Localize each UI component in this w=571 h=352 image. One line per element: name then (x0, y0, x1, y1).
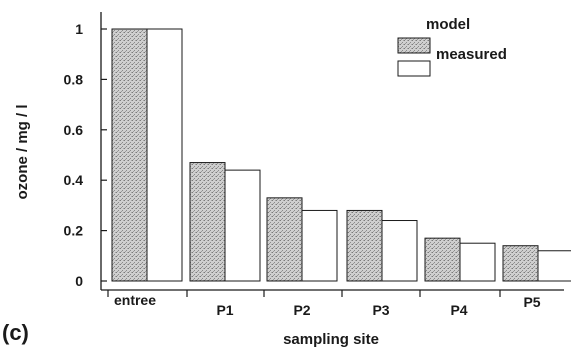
bar-measured-p1 (224, 169, 261, 282)
y-tick-label: 0.8 (64, 71, 84, 87)
bars (111, 28, 571, 282)
bar-measured-p4 (459, 242, 496, 282)
y-tick-label: 1 (75, 21, 83, 37)
bar-model-p1 (189, 162, 226, 282)
bar-measured-p5 (537, 250, 571, 282)
panel-label: (c) (2, 320, 29, 345)
bar-model-p3 (346, 209, 383, 282)
bar-model-p5 (502, 245, 539, 282)
y-ticks: 0 0.2 0.4 0.6 0.8 1 (64, 21, 107, 289)
legend: model measured (397, 16, 507, 77)
x-ticks: entree P1 P2 P3 P4 P5 (107, 290, 541, 318)
legend-swatch-measured (397, 60, 431, 77)
bar-measured-p2 (301, 209, 338, 282)
y-tick-label: 0 (75, 273, 83, 289)
y-tick-label: 0.4 (64, 172, 84, 188)
x-tick-label-p3: P3 (372, 302, 389, 318)
bar-measured-entree (146, 28, 183, 282)
bar-measured-p3 (381, 220, 418, 282)
legend-label-measured: measured (436, 46, 507, 63)
x-axis-title: sampling site (283, 331, 379, 348)
x-tick-label-p2: P2 (293, 302, 310, 318)
y-tick-label: 0.6 (64, 122, 84, 138)
legend-label-model: model (426, 16, 470, 33)
y-tick-label: 0.2 (64, 223, 84, 239)
bar-model-entree (111, 28, 148, 282)
y-axis-title: ozone / mg / l (14, 104, 31, 199)
bar-model-p4 (424, 237, 461, 282)
axes (100, 12, 564, 291)
legend-swatch-model (397, 37, 431, 54)
x-tick-label-entree: entree (114, 292, 156, 308)
x-tick-label-p1: P1 (216, 302, 233, 318)
x-tick-label-p4: P4 (450, 302, 467, 318)
x-tick-label-p5: P5 (523, 294, 540, 310)
bar-model-p2 (266, 197, 303, 282)
